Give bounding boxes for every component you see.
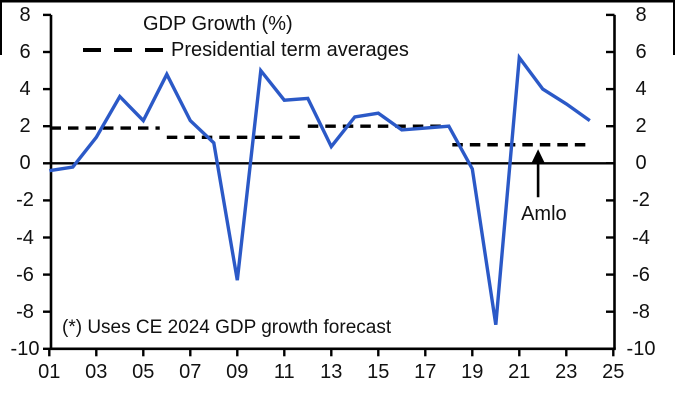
frame-border-top — [0, 0, 675, 3]
x-tick-label: 13 — [320, 361, 343, 383]
legend-item-gdp-growth: GDP Growth (%) — [83, 13, 293, 35]
x-tick-label: 07 — [179, 361, 202, 383]
x-tick-label: 19 — [461, 361, 484, 383]
y-tick-label: -4 — [632, 226, 650, 249]
x-tick-label: 23 — [555, 361, 578, 383]
y-tick-label: -2 — [632, 189, 650, 212]
y-tick-label: 0 — [19, 152, 31, 175]
y-tick-label: 2 — [635, 115, 647, 138]
dashed-line-swatch — [83, 48, 165, 52]
y-tick-label: 6 — [635, 41, 647, 63]
x-tick-label: 25 — [602, 361, 625, 383]
y-tick-label: -8 — [632, 300, 650, 323]
y-tick-label: 8 — [19, 3, 31, 26]
frame-border-right-stub — [673, 0, 675, 55]
y-tick-label: 8 — [635, 3, 647, 26]
y-tick-label: -6 — [632, 263, 650, 286]
y-tick-label: 4 — [19, 78, 31, 101]
gdp-growth-line — [49, 53, 591, 325]
amlo-arrow-head — [531, 149, 545, 163]
x-tick-label: 15 — [367, 361, 390, 383]
y-tick-label: 0 — [635, 152, 647, 175]
chart-footnote: (*) Uses CE 2024 GDP growth forecast — [62, 317, 392, 338]
y-tick-label: -4 — [16, 226, 34, 249]
legend-label-term-averages: Presidential term averages — [171, 38, 409, 61]
x-tick-label: 21 — [508, 361, 531, 383]
solid-line-swatch — [83, 22, 137, 26]
y-tick-label: 2 — [19, 115, 31, 138]
y-tick-label: 4 — [635, 78, 647, 101]
x-tick-label: 05 — [132, 361, 155, 383]
frame-border-left-stub — [0, 0, 2, 55]
y-tick-label: -6 — [16, 263, 34, 286]
y-tick-label: -10 — [10, 337, 40, 360]
y-tick-label: -2 — [16, 189, 34, 212]
x-tick-label: 01 — [38, 361, 61, 383]
y-tick-label: -8 — [16, 300, 34, 323]
legend-item-term-averages: Presidential term averages — [83, 39, 409, 61]
legend-label-gdp-growth: GDP Growth (%) — [143, 12, 293, 35]
y-tick-label: -10 — [626, 337, 656, 360]
amlo-annotation-label: Amlo — [521, 203, 567, 226]
x-tick-label: 17 — [414, 361, 437, 383]
y-tick-label: 6 — [19, 41, 31, 63]
x-tick-label: 09 — [226, 361, 249, 383]
x-tick-label: 11 — [273, 361, 295, 383]
x-tick-label: 03 — [85, 361, 108, 383]
